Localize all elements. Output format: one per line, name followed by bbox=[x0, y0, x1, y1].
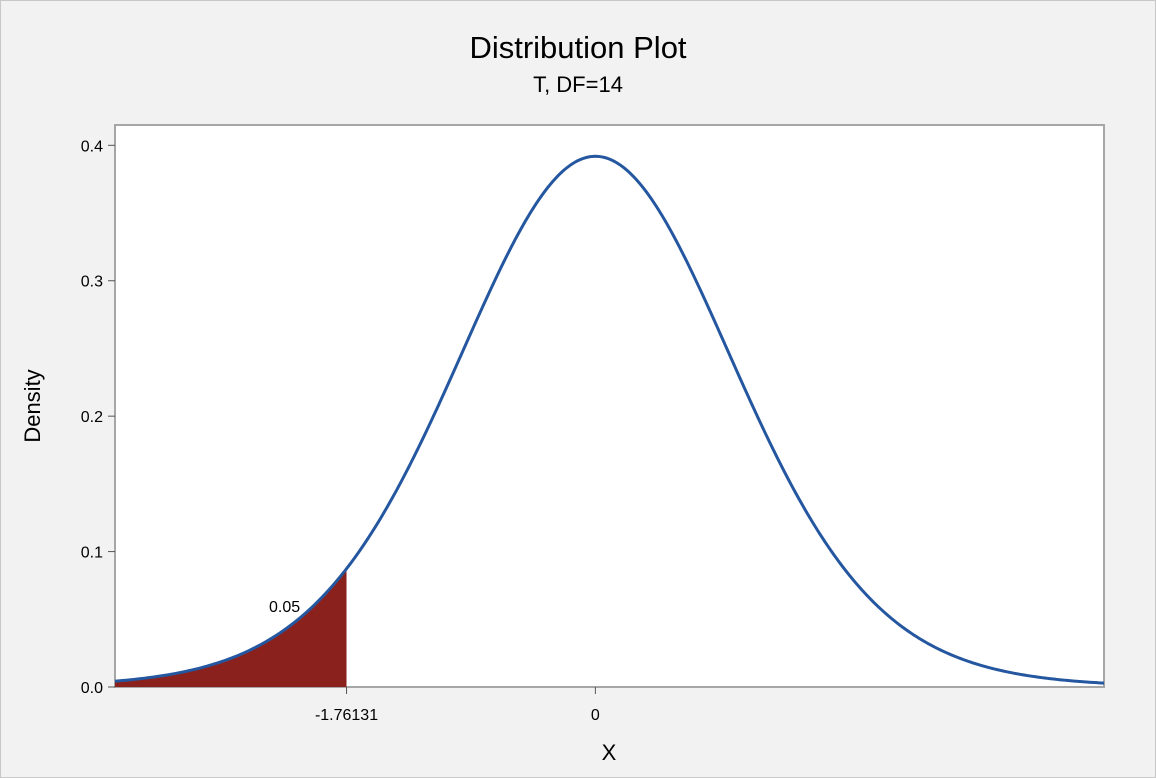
y-tick-label: 0.1 bbox=[81, 545, 103, 562]
chart-title: Distribution Plot bbox=[469, 30, 686, 65]
y-axis-ticks: 0.0 0.1 0.2 0.3 0.4 bbox=[81, 138, 115, 697]
x-axis-ticks: -1.76131 0 bbox=[315, 687, 600, 724]
shaded-area-label: 0.05 bbox=[269, 599, 300, 616]
shaded-tail-area bbox=[115, 568, 347, 687]
density-curve bbox=[114, 154, 1105, 685]
y-tick-label: 0.0 bbox=[81, 680, 103, 697]
y-tick-label: 0.4 bbox=[81, 138, 103, 155]
y-tick-label: 0.3 bbox=[81, 274, 103, 291]
chart-subtitle: T, DF=14 bbox=[533, 72, 623, 97]
plot-area bbox=[114, 124, 1105, 688]
x-axis-label: X bbox=[602, 740, 617, 765]
y-axis-label: Density bbox=[20, 369, 45, 442]
x-tick-label: 0 bbox=[591, 707, 600, 724]
x-tick-label: -1.76131 bbox=[315, 707, 378, 724]
y-tick-label: 0.2 bbox=[81, 409, 103, 426]
